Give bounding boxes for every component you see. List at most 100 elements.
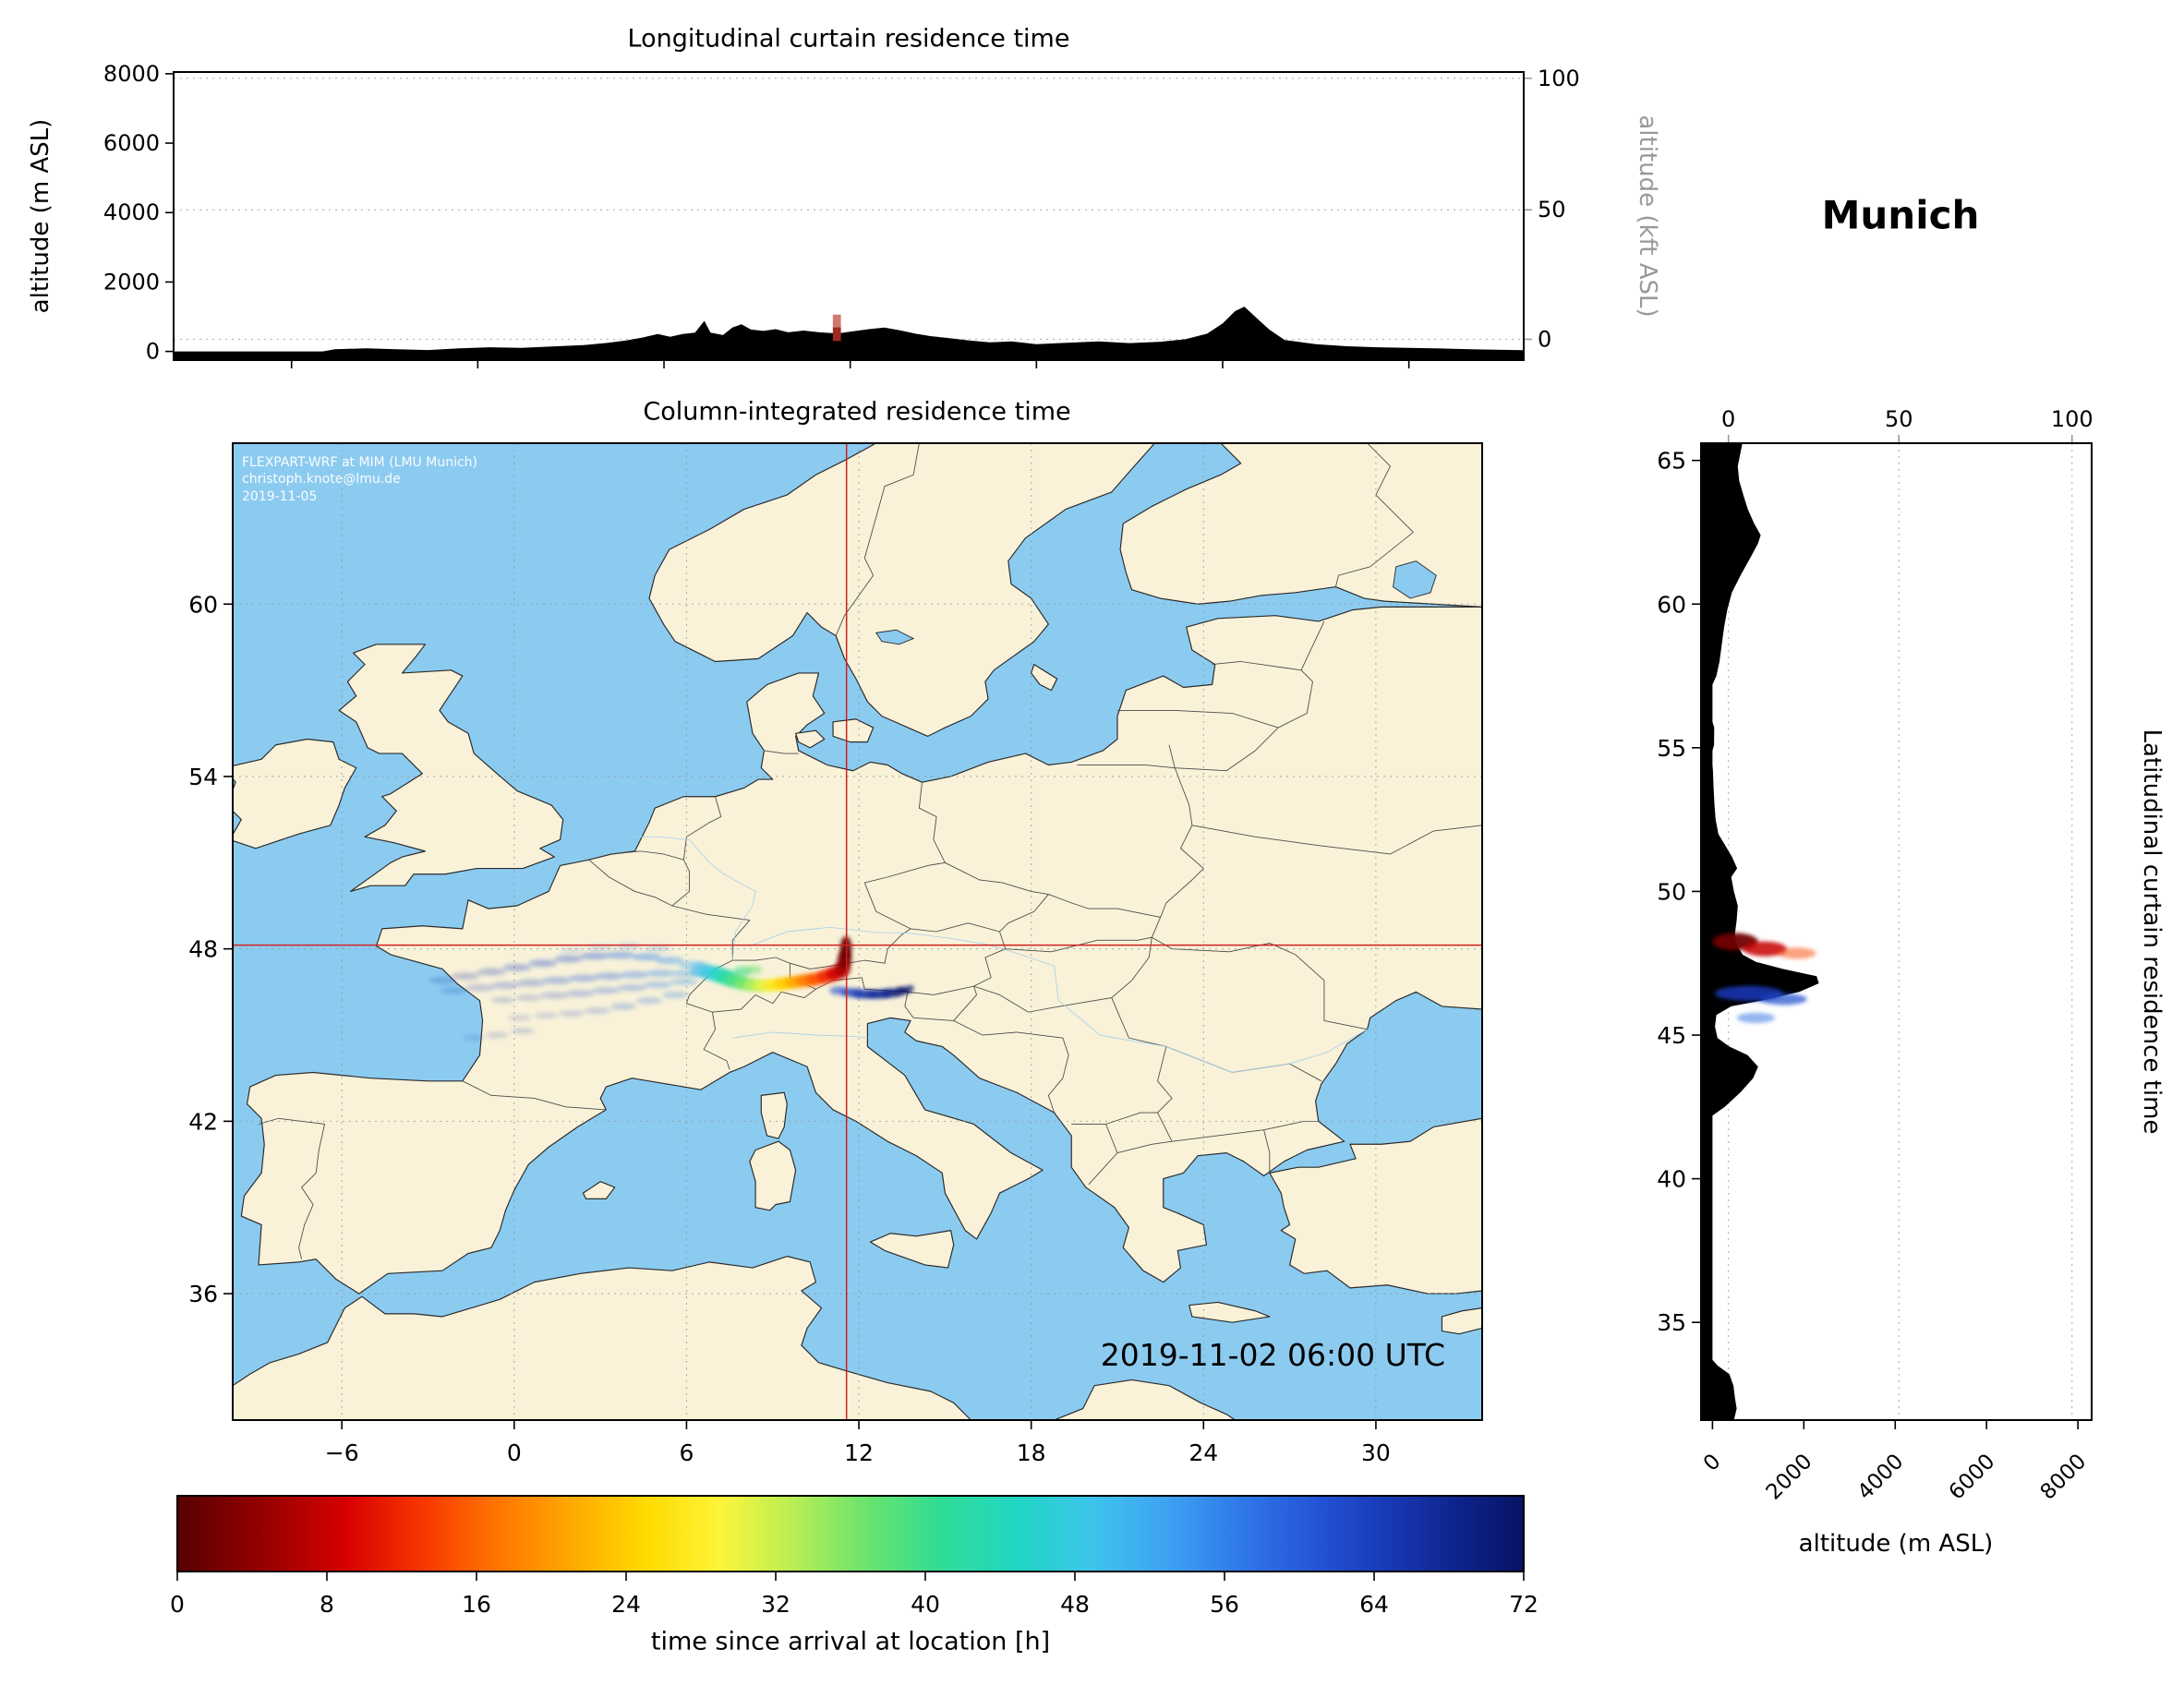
plume-blob — [511, 1028, 535, 1034]
plume-blob — [636, 996, 662, 1005]
plume-blob — [661, 991, 688, 999]
top-panel-title: Longitudinal curtain residence time — [627, 24, 1070, 54]
watermark-line-3: 2019-11-05 — [242, 488, 318, 504]
svg-text:16: 16 — [462, 1591, 491, 1618]
right-bottom-axis-label: altitude (m ASL) — [1798, 1530, 1994, 1558]
plume-blob — [643, 981, 672, 989]
latitudinal-curtain-panel: 35 40 45 50 55 60 65 0 2000 4000 6000 8000 0 50 100 — [1657, 406, 2093, 1505]
colorbar: 0 8 16 24 32 40 48 56 64 72 — [170, 1495, 1538, 1618]
plume-blob — [655, 957, 684, 965]
plume-blob — [440, 987, 467, 994]
land-continental-europe — [240, 606, 1482, 1295]
longitudinal-curtain-panel: 0 2000 4000 6000 8000 0 50 100 — [103, 61, 1580, 368]
country-borders — [258, 443, 1482, 1259]
plume-blob — [465, 983, 495, 992]
svg-text:18: 18 — [1017, 1439, 1046, 1466]
plume-blob — [591, 987, 621, 994]
svg-text:50: 50 — [1538, 197, 1566, 223]
svg-text:48: 48 — [1060, 1591, 1090, 1618]
svg-text:40: 40 — [911, 1591, 940, 1618]
plume-blob — [617, 983, 646, 992]
plume-blob — [610, 1003, 637, 1010]
plume-blob — [646, 969, 675, 978]
svg-text:60: 60 — [188, 591, 218, 618]
svg-text:100: 100 — [2051, 406, 2094, 432]
source-marker — [832, 314, 841, 328]
location-title: Munich — [1821, 192, 1980, 238]
plume-blob — [585, 1007, 611, 1014]
svg-text:50: 50 — [1885, 406, 1913, 432]
land-corsica — [760, 1091, 788, 1139]
lake-ladoga — [1393, 560, 1437, 599]
svg-text:8000: 8000 — [103, 61, 160, 87]
curtain-blob — [1743, 941, 1788, 957]
rivers — [632, 836, 1368, 1073]
plume-blob — [907, 985, 914, 991]
plume-blob — [516, 979, 547, 987]
land-great-britain — [338, 644, 564, 893]
top-right-axis-label: altitude (kft ASL) — [1634, 114, 1661, 318]
plume-blob — [560, 947, 584, 954]
colorbar-label: time since arrival at location [h] — [650, 1627, 1051, 1656]
plume-blob — [632, 953, 661, 961]
top-left-axis-label: altitude (m ASL) — [27, 118, 54, 314]
europe-map — [233, 443, 1482, 1420]
plume-blob — [616, 943, 643, 949]
land-finland-russia — [1119, 443, 1482, 608]
svg-text:32: 32 — [761, 1591, 790, 1618]
plume-blob — [568, 974, 598, 982]
plume-blob — [620, 970, 650, 979]
map-title: Column-integrated residence time — [643, 397, 1071, 427]
svg-text:4000: 4000 — [103, 199, 160, 225]
svg-text:0: 0 — [146, 339, 160, 365]
plume-blob — [528, 959, 558, 968]
source-marker — [832, 327, 841, 342]
svg-text:48: 48 — [188, 936, 218, 963]
right-panel-title: Latitudinal curtain residence time — [2138, 729, 2166, 1135]
svg-text:−6: −6 — [325, 1439, 359, 1466]
land-zealand — [832, 718, 875, 743]
land-funen — [795, 729, 826, 749]
plume-blob — [594, 972, 624, 981]
svg-text:42: 42 — [188, 1108, 218, 1135]
plume-blob — [580, 952, 609, 960]
svg-text:0: 0 — [170, 1591, 185, 1618]
svg-text:12: 12 — [844, 1439, 874, 1466]
svg-text:60: 60 — [1657, 591, 1686, 618]
watermark-line-2: christoph.knote@lmu.de — [242, 472, 401, 488]
svg-text:72: 72 — [1509, 1591, 1538, 1618]
svg-text:30: 30 — [1361, 1439, 1391, 1466]
land-mallorca — [582, 1181, 616, 1199]
land-scandinavia — [648, 443, 1156, 737]
svg-text:0: 0 — [1721, 406, 1735, 432]
plume-blob — [464, 1035, 485, 1041]
land-crete — [1189, 1301, 1271, 1323]
svg-text:6000: 6000 — [1945, 1450, 2000, 1505]
svg-text:45: 45 — [1657, 1022, 1686, 1049]
map-timestamp: 2019-11-02 06:00 UTC — [1100, 1337, 1445, 1373]
landmasses — [233, 443, 1482, 1420]
map-axes: −6 0 6 12 18 24 30 36 42 48 54 60 — [188, 442, 1483, 1466]
plume-blob — [490, 981, 521, 990]
svg-text:6000: 6000 — [103, 130, 160, 156]
svg-text:0: 0 — [507, 1439, 522, 1466]
svg-text:50: 50 — [1657, 878, 1686, 905]
land-north-africa — [233, 1256, 1237, 1420]
svg-text:54: 54 — [188, 764, 218, 790]
plume-blob — [515, 994, 542, 1001]
longitudinal-terrain-profile — [174, 307, 1524, 360]
map-watermark: FLEXPART-WRF at MIM (LMU Munich) christo… — [242, 454, 477, 505]
plume-blob — [429, 977, 456, 984]
lakes — [875, 560, 1437, 645]
plume-blob — [508, 1015, 532, 1021]
land-cyprus — [1441, 1307, 1482, 1335]
latitudinal-terrain-profile — [1701, 443, 1819, 1420]
svg-text:8: 8 — [320, 1591, 334, 1618]
map-overlay — [233, 443, 1482, 1420]
svg-text:4000: 4000 — [1853, 1450, 1909, 1505]
svg-text:40: 40 — [1657, 1166, 1686, 1193]
svg-text:55: 55 — [1657, 735, 1686, 762]
svg-text:24: 24 — [1189, 1439, 1218, 1466]
